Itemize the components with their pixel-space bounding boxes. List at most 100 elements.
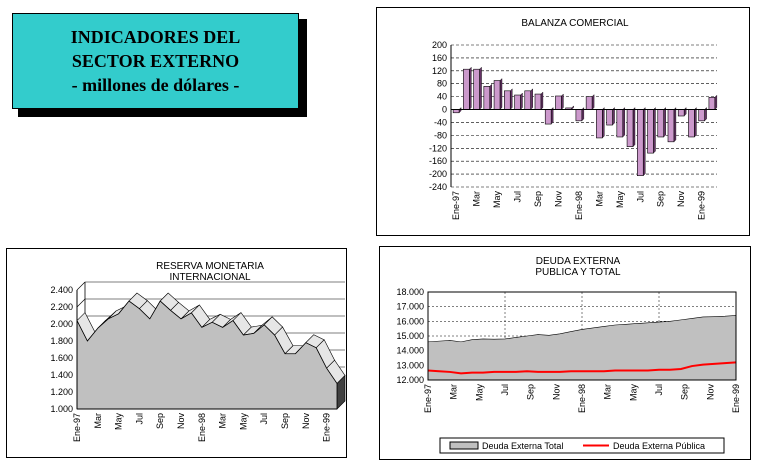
deuda-ytick-label: 16.000 bbox=[396, 316, 424, 326]
balanza-bar bbox=[606, 109, 613, 126]
legend-label-total: Deuda Externa Total bbox=[482, 441, 563, 451]
title-line-3: - millones de dólares - bbox=[71, 75, 240, 95]
legend-label-publica: Deuda Externa Pública bbox=[613, 441, 705, 451]
balanza-ytick-label: -120 bbox=[429, 143, 447, 153]
reserva-xtick-label: Mar bbox=[218, 413, 228, 429]
balanza-bar bbox=[616, 109, 624, 138]
balanza-title: BALANZA COMERCIAL bbox=[521, 18, 629, 29]
reserva-title-line-2: INTERNACIONAL bbox=[169, 272, 251, 283]
deuda-ytick-label: 17.000 bbox=[396, 302, 424, 312]
reserva-xtick-label: Ene-99 bbox=[322, 413, 332, 442]
balanza-bar bbox=[647, 109, 654, 154]
balanza-bar bbox=[585, 96, 593, 110]
reserva-xtick-label: May bbox=[114, 413, 124, 431]
balanza-ytick-label: -160 bbox=[429, 156, 447, 166]
reserva-xtick-label: Ene-97 bbox=[72, 413, 82, 442]
reserva-ytick-label: 2.400 bbox=[50, 285, 73, 295]
balanza-bar bbox=[667, 109, 675, 143]
deuda-total-area bbox=[427, 315, 737, 381]
deuda-ytick-label: 15.000 bbox=[396, 331, 424, 341]
balanza-bar bbox=[544, 109, 552, 125]
reserva-ytick-label: 1.000 bbox=[50, 404, 73, 414]
deuda-xtick-label: Ene-98 bbox=[577, 384, 587, 413]
reserva-ytick-label: 2.000 bbox=[50, 319, 73, 329]
deuda-xtick-label: May bbox=[628, 384, 638, 402]
title-line-1: INDICADORES DEL bbox=[70, 27, 241, 47]
balanza-ytick-label: 40 bbox=[437, 92, 447, 102]
balanza-xtick-label: Mar bbox=[594, 191, 604, 207]
balanza-xtick-label: Ene-98 bbox=[574, 191, 584, 220]
balanza-bar bbox=[677, 109, 685, 117]
balanza-ytick-label: 160 bbox=[432, 53, 447, 63]
title-box: INDICADORES DEL SECTOR EXTERNO - millone… bbox=[12, 13, 299, 109]
balanza-bar bbox=[637, 109, 644, 177]
reserva-title-line-1: RESERVA MONETARIA bbox=[156, 261, 264, 272]
balanza-xtick-label: Ene-99 bbox=[697, 191, 707, 220]
deuda-xtick-label: Sep bbox=[526, 384, 536, 400]
balanza-xtick-label: Ene-97 bbox=[451, 191, 461, 220]
deuda-title-line-2: PUBLICA Y TOTAL bbox=[535, 267, 621, 278]
balanza-bar bbox=[483, 86, 491, 110]
balanza-bar bbox=[698, 109, 705, 122]
reserva-grid-depth bbox=[76, 281, 86, 291]
deuda-xtick-label: Mar bbox=[449, 384, 459, 400]
deuda-legend: Deuda Externa Total Deuda Externa Públic… bbox=[439, 437, 725, 454]
reserva-chart: RESERVA MONETARIA INTERNACIONAL 2.400 2.2… bbox=[50, 261, 346, 442]
reserva-ytick-label: 2.200 bbox=[50, 302, 73, 312]
deuda-xtick-label: Nov bbox=[705, 384, 715, 401]
deuda-ytick-label: 14.000 bbox=[396, 346, 424, 356]
deuda-ytick-label: 13.000 bbox=[396, 360, 424, 370]
deuda-ytick-label: 18.000 bbox=[396, 287, 424, 297]
deuda-xtick-label: Mar bbox=[603, 384, 613, 400]
balanza-ytick-label: -40 bbox=[434, 117, 447, 127]
balanza-xtick-label: Nov bbox=[553, 191, 563, 208]
balanza-ytick-label: 80 bbox=[437, 79, 447, 89]
legend-swatch-total bbox=[449, 441, 479, 450]
balanza-xtick-label: Sep bbox=[533, 191, 543, 207]
balanza-ytick-label: 0 bbox=[442, 105, 447, 115]
reserva-xtick-label: Ene-98 bbox=[197, 413, 207, 442]
deuda-xtick-label: Jul bbox=[500, 384, 510, 396]
reserva-ytick-label: 1.800 bbox=[50, 336, 73, 346]
reserva-xtick-label: Sep bbox=[155, 413, 165, 429]
balanza-bar bbox=[504, 90, 511, 110]
deuda-xtick-label: May bbox=[474, 384, 484, 402]
reserva-xtick-label: Jul bbox=[134, 413, 144, 425]
balanza-bar-side bbox=[714, 94, 718, 111]
balanza-bar bbox=[688, 109, 695, 138]
balanza-chart: BALANZA COMERCIAL 200 160 120 80 40 0 -40 -80 -1… bbox=[429, 18, 718, 220]
balanza-xtick-label: May bbox=[615, 191, 625, 209]
reserva-panel: RESERVA MONETARIA INTERNACIONAL 2.400 2.2… bbox=[6, 248, 347, 458]
balanza-bar bbox=[463, 68, 470, 110]
balanza-ytick-label: -240 bbox=[429, 182, 447, 192]
balanza-bar-side bbox=[561, 93, 564, 111]
balanza-panel: BALANZA COMERCIAL 200 160 120 80 40 0 -40 -80 -1… bbox=[376, 7, 750, 236]
deuda-chart: DEUDA EXTERNA PUBLICA Y TOTAL 18.000 17.0… bbox=[396, 256, 741, 454]
title-line-2: SECTOR EXTERNO bbox=[71, 51, 240, 71]
deuda-xtick-label: Ene-99 bbox=[731, 384, 741, 413]
reserva-xtick-label: Mar bbox=[93, 413, 103, 429]
balanza-ytick-label: -80 bbox=[434, 130, 447, 140]
balanza-bar bbox=[626, 109, 634, 147]
balanza-bar-side bbox=[683, 107, 687, 117]
balanza-xtick-label: May bbox=[492, 191, 502, 209]
balanza-bar bbox=[708, 96, 716, 110]
balanza-bar-side bbox=[602, 107, 605, 139]
reserva-xtick-label: Nov bbox=[176, 413, 186, 430]
reserva-xtick-label: May bbox=[238, 413, 248, 431]
reserva-ytick-label: 1.400 bbox=[50, 370, 73, 380]
balanza-bar-side bbox=[694, 107, 697, 138]
balanza-bar bbox=[575, 109, 583, 122]
balanza-bar bbox=[473, 68, 480, 110]
reserva-xtick-label: Jul bbox=[259, 413, 269, 425]
balanza-xtick-label: Jul bbox=[513, 191, 523, 203]
balanza-bar bbox=[534, 93, 542, 110]
balanza-bar bbox=[524, 90, 531, 110]
legend-box bbox=[439, 437, 725, 454]
deuda-xtick-label: Nov bbox=[551, 384, 561, 401]
balanza-ytick-label: -200 bbox=[429, 169, 447, 179]
deuda-xtick-label: Ene-97 bbox=[423, 384, 433, 413]
reserva-grid-depth bbox=[76, 298, 86, 308]
deuda-publica-line bbox=[427, 361, 737, 375]
balanza-bar bbox=[514, 94, 521, 110]
